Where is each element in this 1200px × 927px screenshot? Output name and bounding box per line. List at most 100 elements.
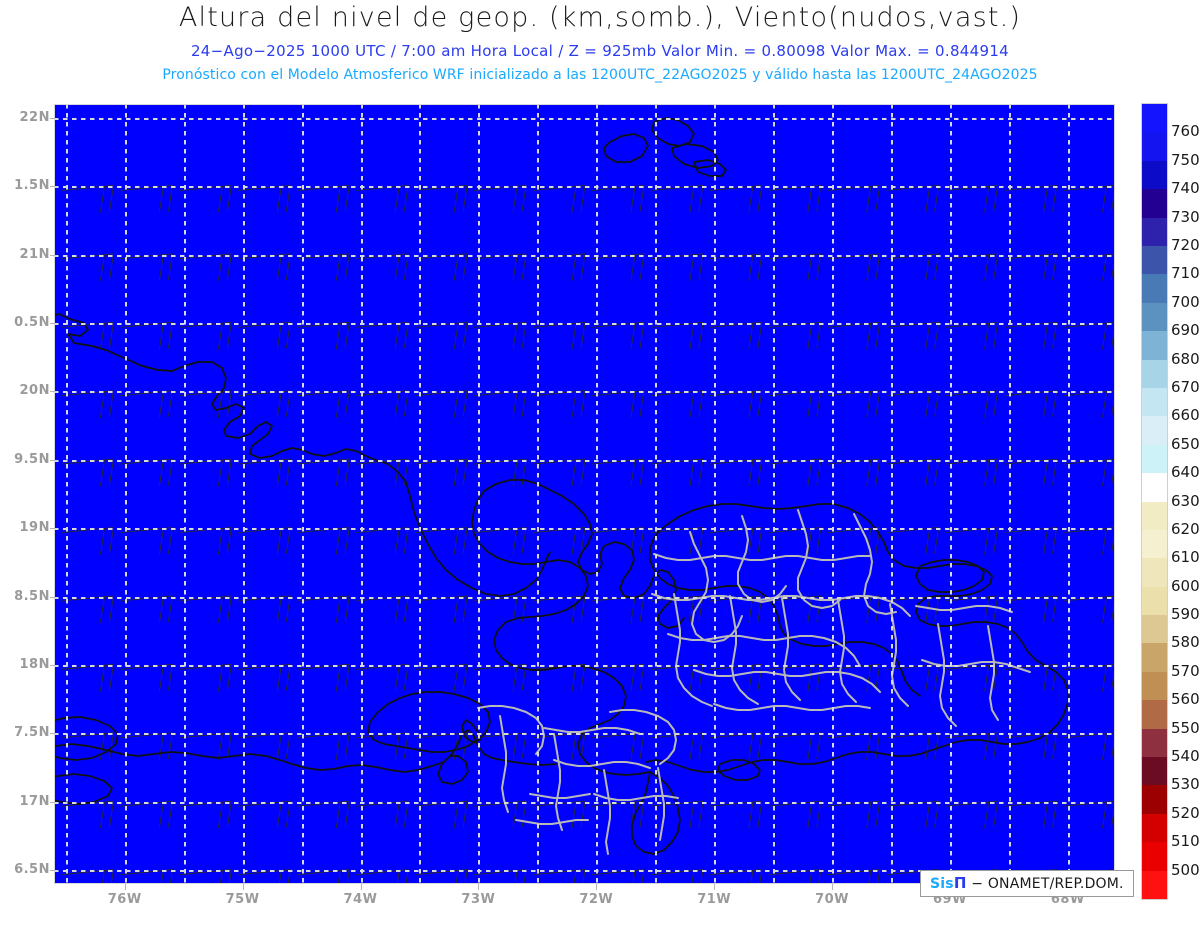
wind-barb [356, 732, 409, 760]
colorbar-segment [1142, 529, 1167, 559]
map-canvas[interactable] [54, 104, 1115, 884]
wind-barb [474, 527, 527, 555]
wind-barb [827, 458, 881, 487]
wind-barb [238, 390, 291, 418]
colorbar-segment [1142, 217, 1167, 247]
wind-barb [120, 800, 173, 829]
gridline-lon [714, 104, 717, 884]
wind-barb [945, 732, 999, 760]
wind-barb [120, 732, 173, 760]
y-axis-tick [50, 596, 55, 598]
gridline-lat [54, 665, 1115, 668]
gridline-lat [54, 596, 1115, 599]
wind-barb [945, 390, 999, 418]
wind-barb [415, 458, 468, 487]
wind-barb [827, 663, 881, 692]
wind-barb [709, 390, 763, 418]
wind-barb [1063, 253, 1115, 281]
wind-barb [886, 732, 940, 760]
colorbar-segment [1142, 870, 1167, 900]
credit-pi-icon: Π [953, 874, 967, 892]
wind-barb [474, 184, 527, 213]
colorbar-tick-label: 600 [1171, 576, 1200, 595]
wind-barb [415, 390, 468, 418]
colorbar-segment [1142, 189, 1167, 219]
colorbar-tick-label: 530 [1171, 775, 1200, 794]
wind-barb [120, 390, 173, 418]
wind-barb [1063, 527, 1115, 555]
wind-barb [1004, 184, 1058, 213]
wind-barb [827, 390, 881, 418]
wind-barb [238, 253, 291, 281]
wind-barb [709, 663, 763, 692]
wind-barb [827, 800, 881, 829]
wind-barb [415, 869, 468, 884]
wind-barb [179, 663, 232, 692]
gridline-lat [54, 528, 1115, 531]
wind-barb [650, 732, 704, 760]
wind-barb [61, 663, 114, 692]
colorbar-segment [1142, 274, 1167, 304]
wind-barb [709, 869, 763, 884]
wind-barb [945, 527, 999, 555]
wind-barb [1063, 663, 1115, 692]
colorbar-segment [1142, 132, 1167, 162]
wind-barb [474, 390, 527, 418]
y-axis-label: 7.5N [14, 725, 50, 741]
gridline-lon [360, 104, 363, 884]
colorbar-tick-label: 670 [1171, 377, 1200, 396]
wind-barb [474, 321, 527, 350]
wind-barb [356, 595, 409, 623]
colorbar-segment [1142, 416, 1167, 446]
colorbar-segment [1142, 813, 1167, 843]
wind-barb [886, 321, 940, 350]
credit-sis: Sis [930, 876, 954, 892]
colorbar-tick-label: 700 [1171, 292, 1200, 311]
gridline-lon [773, 104, 776, 884]
wind-barb [945, 663, 999, 692]
gridline-lon [301, 104, 304, 884]
wind-barb [1063, 732, 1115, 760]
wind-barb [179, 458, 232, 487]
colorbar-tick-label: 590 [1171, 605, 1200, 624]
colorbar-segment [1142, 473, 1167, 502]
x-axis-tick [360, 884, 362, 890]
y-axis-label: 1.5N [14, 178, 50, 194]
wind-barb [179, 800, 232, 829]
wind-barb [591, 253, 645, 281]
wind-barb [415, 800, 468, 829]
wind-barb [532, 527, 586, 555]
wind-barb [1063, 185, 1115, 213]
wind-barb [179, 595, 232, 623]
wind-barb [1004, 390, 1058, 418]
wind-barb [474, 663, 527, 692]
gridline-lon [65, 104, 68, 884]
map-plot-area[interactable]: 22N 1.5N 21N 0.5N 20N 9.5N 19N 8.5N 18N 7.5N 17N 6.… [14, 104, 1134, 907]
colorbar-body[interactable] [1141, 103, 1168, 900]
wind-barb [120, 663, 173, 692]
wind-barb [356, 321, 409, 350]
gridline-lat [54, 801, 1115, 804]
wind-barb [238, 869, 291, 884]
colorbar-segment [1142, 842, 1167, 872]
wind-barb [1004, 321, 1058, 350]
wind-barb [120, 527, 173, 555]
colorbar-tick-label: 760 [1171, 122, 1200, 141]
wind-barb [768, 732, 822, 760]
gridline-lat [54, 117, 1115, 120]
wind-barb [709, 253, 763, 281]
wind-barb [591, 595, 645, 623]
wind-barb [238, 458, 291, 487]
colorbar-segment [1142, 359, 1167, 389]
colorbar[interactable]: 760 750 740 730 720 710 700 690 680 670 660 650 640 6… [1141, 103, 1200, 903]
wind-barb [709, 800, 763, 829]
colorbar-segment [1142, 700, 1167, 730]
wind-barb [532, 869, 586, 884]
wind-barb [768, 527, 822, 555]
x-axis-tick [478, 884, 480, 890]
wind-barb [827, 595, 881, 623]
wind-barb [61, 732, 114, 760]
colorbar-tick-label: 690 [1171, 321, 1200, 340]
wind-barb [591, 869, 645, 884]
wind-barb [532, 732, 586, 760]
